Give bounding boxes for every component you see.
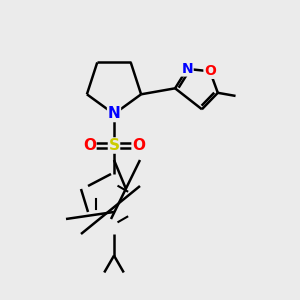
Text: O: O — [132, 138, 145, 153]
Text: N: N — [108, 106, 120, 122]
Text: O: O — [204, 64, 216, 78]
Text: S: S — [109, 138, 119, 153]
Text: N: N — [182, 62, 193, 76]
Text: O: O — [83, 138, 96, 153]
